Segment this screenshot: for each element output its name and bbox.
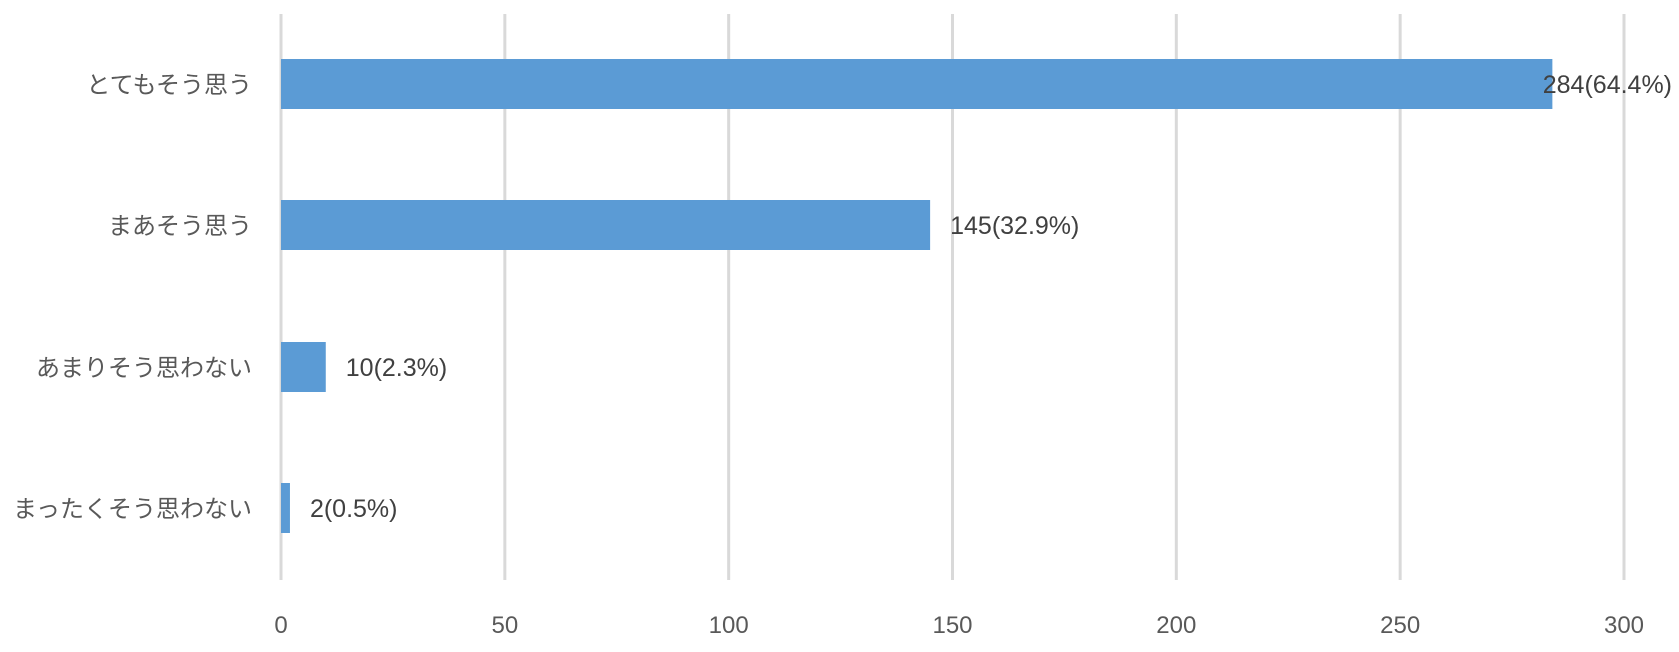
- x-tick-label: 300: [1604, 612, 1644, 639]
- x-tick-label: 200: [1156, 612, 1196, 639]
- bar: [281, 342, 326, 392]
- data-label: 2(0.5%): [310, 495, 398, 523]
- data-label: 10(2.3%): [346, 354, 447, 382]
- bars: [281, 59, 1553, 533]
- data-label: 145(32.9%): [950, 212, 1079, 240]
- category-label: とてもそう思う: [86, 71, 252, 99]
- bar: [281, 483, 290, 533]
- bar: [281, 200, 931, 250]
- x-tick-label: 150: [932, 612, 972, 639]
- x-tick-label: 50: [491, 612, 518, 639]
- category-label: まあそう思う: [108, 212, 252, 240]
- x-tick-labels: 0 50 100 150 200 250 300: [274, 612, 1644, 639]
- bar: [281, 59, 1553, 109]
- x-tick-label: 0: [274, 612, 287, 639]
- x-tick-label: 100: [709, 612, 749, 639]
- data-label: 284(64.4%): [1543, 71, 1672, 99]
- category-label: まったくそう思わない: [13, 495, 252, 523]
- category-label: あまりそう思わない: [36, 354, 252, 382]
- data-labels: 284(64.4%) 145(32.9%) 10(2.3%) 2(0.5%): [310, 71, 1672, 523]
- x-tick-label: 250: [1380, 612, 1420, 639]
